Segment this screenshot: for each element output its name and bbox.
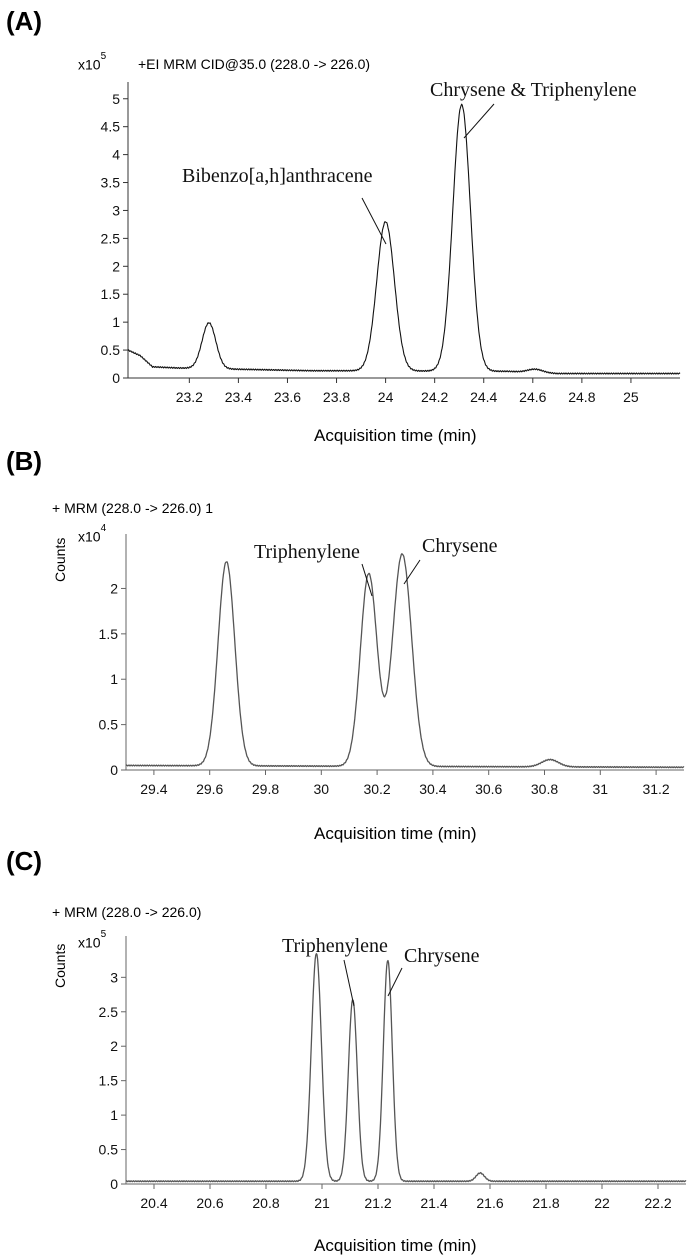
y-tick-label: 3 xyxy=(112,202,120,218)
annotation-label: Bibenzo[a,h]anthracene xyxy=(182,165,373,187)
x-tick-label: 30 xyxy=(314,781,330,797)
chromatogram-trace xyxy=(125,953,687,1183)
annotation-leader-line xyxy=(387,967,403,997)
annotation-label: Chrysene xyxy=(422,535,498,557)
y-tick-label: 2 xyxy=(110,1038,118,1054)
y-tick-label: 1 xyxy=(112,314,120,330)
x-tick-label: 29.8 xyxy=(252,781,279,797)
panel-label: (C) xyxy=(6,846,43,876)
annotation-leader-line xyxy=(343,959,355,1007)
axes: 29.4 29.6 29.8 30 30.2 30.4 30.6 30.8 31 31.2 0 0.5… xyxy=(99,534,684,797)
x-axis-label: Acquisition time (min) xyxy=(314,824,477,843)
x-tick-label: 20.4 xyxy=(140,1195,167,1211)
chromatogram-a: 23.2 23.4 23.6 23.8 24 24.2 24.4 24.6 24.8 2500.5… xyxy=(101,79,681,405)
peak-annotation: Triphenylene xyxy=(282,935,388,1007)
x-tick-label: 24 xyxy=(378,389,394,405)
peak-annotation: Chrysene & Triphenylene xyxy=(430,79,637,139)
x-tick-label: 23.4 xyxy=(225,389,252,405)
y-tick-label: 2.5 xyxy=(101,230,121,246)
panel-label: (A) xyxy=(6,6,43,36)
chromatogram-b: 29.4 29.6 29.8 30 30.2 30.4 30.6 30.8 31 31.2 0 0.5… xyxy=(99,534,685,797)
x-tick-label: 30.6 xyxy=(475,781,502,797)
annotation-leader-line xyxy=(361,197,387,245)
x-tick-label: 23.2 xyxy=(176,389,203,405)
x-tick-label: 24.2 xyxy=(421,389,448,405)
y-tick-label: 0 xyxy=(110,762,118,778)
annotation-label: Chrysene & Triphenylene xyxy=(430,79,637,101)
x-tick-label: 30.2 xyxy=(363,781,390,797)
x-tick-label: 24.4 xyxy=(470,389,497,405)
trace-title: + MRM (228.0 -> 226.0) xyxy=(52,904,202,920)
y-tick-label: 4 xyxy=(112,147,120,163)
y-tick-label: 5 xyxy=(112,91,120,107)
axes: 23.2 23.4 23.6 23.8 24 24.2 24.4 24.6 24.8 2500.5… xyxy=(101,82,680,405)
y-multiplier: x105 xyxy=(78,929,107,951)
x-tick-label: 21.4 xyxy=(420,1195,447,1211)
annotation-label: Chrysene xyxy=(404,945,480,967)
panel-a: (A) x105 +EI MRM CID@35.0 (228.0 -> 226.… xyxy=(0,0,696,445)
panel-label: (B) xyxy=(6,446,43,476)
y-tick-label: 1.5 xyxy=(99,626,119,642)
x-axis-label: Acquisition time (min) xyxy=(314,426,477,445)
x-tick-label: 31 xyxy=(593,781,609,797)
x-tick-label: 21.2 xyxy=(364,1195,391,1211)
x-tick-label: 29.4 xyxy=(140,781,167,797)
y-tick-label: 0.5 xyxy=(99,1142,119,1158)
y-tick-label: 0 xyxy=(110,1176,118,1192)
panel-b: (B) + MRM (228.0 -> 226.0) 1 Counts x104… xyxy=(0,440,696,843)
x-tick-label: 23.6 xyxy=(274,389,301,405)
trace-title: + MRM (228.0 -> 226.0) 1 xyxy=(52,500,214,516)
y-tick-label: 2 xyxy=(112,258,120,274)
axes: 20.4 20.6 20.8 21 21.2 21.4 21.6 21.8 22 22.200.5… xyxy=(99,936,686,1211)
x-tick-label: 21.6 xyxy=(476,1195,503,1211)
y-tick-label: 1.5 xyxy=(99,1073,119,1089)
y-multiplier: x104 xyxy=(78,523,107,545)
y-tick-label: 0.5 xyxy=(101,342,121,358)
x-tick-label: 25 xyxy=(623,389,639,405)
annotation-leader-line xyxy=(463,103,495,139)
peak-annotation: Triphenylene xyxy=(254,541,373,597)
chromatogram-c: 20.4 20.6 20.8 21 21.2 21.4 21.6 21.8 22 22.200.5… xyxy=(99,935,687,1211)
y-tick-label: 1 xyxy=(110,671,118,687)
x-tick-label: 30.8 xyxy=(531,781,558,797)
annotation-label: Triphenylene xyxy=(254,541,360,563)
peak-annotation: Chrysene xyxy=(403,535,498,585)
x-tick-label: 21 xyxy=(314,1195,330,1211)
x-tick-label: 29.6 xyxy=(196,781,223,797)
x-tick-label: 22.2 xyxy=(644,1195,671,1211)
y-tick-label: 3.5 xyxy=(101,175,121,191)
x-tick-label: 24.6 xyxy=(519,389,546,405)
y-tick-label: 1.5 xyxy=(101,286,121,302)
y-tick-label: 2.5 xyxy=(99,1004,119,1020)
x-tick-label: 22 xyxy=(594,1195,610,1211)
annotation-leader-line xyxy=(361,563,373,597)
trace-title: +EI MRM CID@35.0 (228.0 -> 226.0) xyxy=(138,56,371,72)
y-tick-label: 0.5 xyxy=(99,717,119,733)
y-multiplier: x105 xyxy=(78,51,107,73)
x-tick-label: 23.8 xyxy=(323,389,350,405)
annotation-leader-line xyxy=(403,559,421,585)
y-tick-label: 0 xyxy=(112,370,120,386)
x-tick-label: 24.8 xyxy=(568,389,595,405)
y-tick-label: 3 xyxy=(110,969,118,985)
x-axis-label: Acquisition time (min) xyxy=(314,1236,477,1255)
panel-c: (C) + MRM (228.0 -> 226.0) Counts x105 2… xyxy=(0,840,696,1256)
x-tick-label: 30.4 xyxy=(419,781,446,797)
x-tick-label: 31.2 xyxy=(642,781,669,797)
x-tick-label: 20.6 xyxy=(196,1195,223,1211)
x-tick-label: 20.8 xyxy=(252,1195,279,1211)
y-tick-label: 2 xyxy=(110,580,118,596)
peak-annotation: Bibenzo[a,h]anthracene xyxy=(182,165,387,245)
y-tick-label: 1 xyxy=(110,1107,118,1123)
chromatogram-trace xyxy=(127,103,681,375)
chromatogram-trace xyxy=(125,553,685,769)
annotation-label: Triphenylene xyxy=(282,935,388,957)
peak-annotation: Chrysene xyxy=(387,945,480,997)
y-tick-label: 4.5 xyxy=(101,119,121,135)
x-tick-label: 21.8 xyxy=(532,1195,559,1211)
